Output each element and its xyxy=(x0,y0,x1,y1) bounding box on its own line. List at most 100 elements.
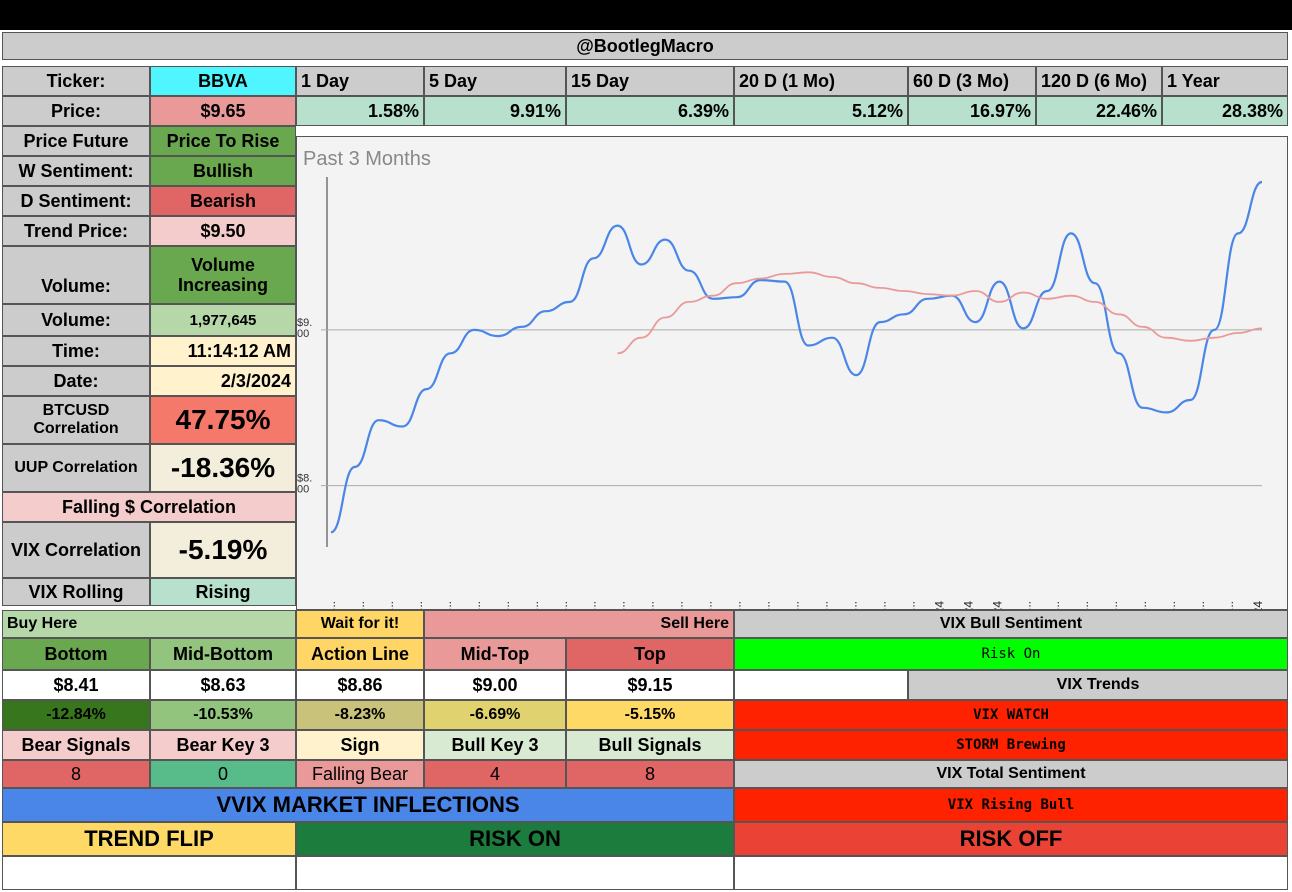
change-1d: 1.58% xyxy=(296,96,424,126)
bull-signals-label: Bull Signals xyxy=(566,730,734,760)
w-sentiment-value: Bullish xyxy=(150,156,296,186)
level-bottom-price: $8.41 xyxy=(2,670,150,700)
level-mid-bottom-price: $8.63 xyxy=(150,670,296,700)
chart-y-tick-label: $9. 00 xyxy=(297,317,312,340)
chart-x-tick-label: 11/10/... xyxy=(440,601,454,609)
level-bottom-label: Bottom xyxy=(2,638,150,670)
chart-x-tick-label: 11/14/... xyxy=(469,601,483,609)
sign-label: Sign xyxy=(296,730,424,760)
time-label: Time: xyxy=(2,336,150,366)
falling-dollar-correlation: Falling $ Correlation xyxy=(2,492,296,522)
bear-signals-label: Bear Signals xyxy=(2,730,150,760)
level-mid-bottom-pct: -10.53% xyxy=(150,700,296,730)
trend-flip-value[interactable] xyxy=(2,856,296,890)
bear-key3-value: 0 xyxy=(150,760,296,788)
risk-on-value[interactable] xyxy=(296,856,734,890)
chart-title: Past 3 Months xyxy=(303,148,431,170)
bull-key3-value: 4 xyxy=(424,760,566,788)
period-60d: 60 D (3 Mo) xyxy=(908,66,1036,96)
trend-price-value: $9.50 xyxy=(150,216,296,246)
chart-x-tick-label: 12/7/2... xyxy=(701,601,715,609)
period-20d: 20 D (1 Mo) xyxy=(734,66,908,96)
chart-series-price xyxy=(330,180,1263,534)
chart-x-tick-label: 12/13/... xyxy=(759,601,773,609)
risk-off-value[interactable] xyxy=(734,856,1288,890)
bull-signals-value: 8 xyxy=(566,760,734,788)
uup-correlation-value: -18.36% xyxy=(150,444,296,492)
chart-x-tick-label: 11/27/... xyxy=(585,601,599,609)
chart-x-tick-label: 1/19/2... xyxy=(1106,601,1120,609)
price-label: Price: xyxy=(2,96,150,126)
chart-x-tick-label: 12/5/2... xyxy=(672,601,686,609)
change-60d: 16.97% xyxy=(908,96,1036,126)
vix-correlation-value: -5.19% xyxy=(150,522,296,578)
chart-x-tick-label: 1/4/2024 xyxy=(961,601,975,609)
level-action-line-label: Action Line xyxy=(296,638,424,670)
vix-correlation-label: VIX Correlation xyxy=(2,522,150,578)
chart-x-tick-label: 2/2/2024 xyxy=(1251,601,1265,609)
chart-x-tick-label: 1/29/2... xyxy=(1193,601,1207,609)
risk-off-label: RISK OFF xyxy=(734,822,1288,856)
price-chart: Past 3 Months $9.00 $8.00 10/31/... 11/2/2..… xyxy=(296,136,1288,648)
bull-key3-label: Bull Key 3 xyxy=(424,730,566,760)
chart-x-tick-label: 11/22/... xyxy=(556,601,570,609)
period-5d: 5 Day xyxy=(424,66,566,96)
chart-x-tick-label: 1/8/2024 xyxy=(990,601,1004,609)
chart-x-tick-label: 11/2/2... xyxy=(353,601,367,609)
w-sentiment-label: W Sentiment: xyxy=(2,156,150,186)
trend-flip-label: TREND FLIP xyxy=(2,822,296,856)
chart-x-tick-label: 12/15/... xyxy=(788,601,802,609)
volume-status-value: Volume Increasing xyxy=(150,246,296,304)
d-sentiment-value: Bearish xyxy=(150,186,296,216)
change-20d: 5.12% xyxy=(734,96,908,126)
chart-x-tick-label: 12/11/... xyxy=(730,601,744,609)
risk-on-label: RISK ON xyxy=(296,822,734,856)
volume-value: 1,977,645 xyxy=(150,304,296,336)
period-1d: 1 Day xyxy=(296,66,424,96)
vix-rolling-label: VIX Rolling xyxy=(2,578,150,606)
wait-label: Wait for it! xyxy=(296,610,424,638)
level-top-label: Top xyxy=(566,638,734,670)
storm-brewing-status: STORM Brewing xyxy=(734,730,1288,760)
change-120d: 22.46% xyxy=(1036,96,1162,126)
chart-x-tick-label: 11/16/... xyxy=(498,601,512,609)
btc-correlation-label: BTCUSD Correlation xyxy=(2,396,150,444)
chart-x-tick-label: 1/23/2... xyxy=(1135,601,1149,609)
level-mid-top-pct: -6.69% xyxy=(424,700,566,730)
level-top-pct: -5.15% xyxy=(566,700,734,730)
chart-x-tick-label: 1/2/2024 xyxy=(932,601,946,609)
vix-trends-label: VIX Trends xyxy=(908,670,1288,700)
vix-bull-sentiment-label: VIX Bull Sentiment xyxy=(734,610,1288,638)
vix-trends-blank xyxy=(734,670,908,700)
bear-signals-value: 8 xyxy=(2,760,150,788)
spreadsheet-sheet: @BootlegMacro Ticker: BBVA 1 Day 5 Day 1… xyxy=(0,30,1292,892)
uup-correlation-label: UUP Correlation xyxy=(2,444,150,492)
period-1y: 1 Year xyxy=(1162,66,1288,96)
level-action-line-pct: -8.23% xyxy=(296,700,424,730)
level-bottom-pct: -12.84% xyxy=(2,700,150,730)
chart-x-tick-label: 11/8/2... xyxy=(411,601,425,609)
sell-here-label: Sell Here xyxy=(424,610,734,638)
d-sentiment-label: D Sentiment: xyxy=(2,186,150,216)
volume-status-label: Volume: xyxy=(2,246,150,304)
period-15d: 15 Day xyxy=(566,66,734,96)
level-top-price: $9.15 xyxy=(566,670,734,700)
level-mid-top-price: $9.00 xyxy=(424,670,566,700)
date-value: 2/3/2024 xyxy=(150,366,296,396)
chart-y-tick-label: $8. 00 xyxy=(297,473,312,496)
chart-x-tick-label: 12/28/... xyxy=(903,601,917,609)
chart-x-tick-label: 12/19/... xyxy=(817,601,831,609)
chart-x-tick-label: 1/10/2... xyxy=(1019,601,1033,609)
level-action-line-price: $8.86 xyxy=(296,670,424,700)
chart-x-tick-label: 1/25/2... xyxy=(1164,601,1178,609)
chart-x-tick-label: 12/26/... xyxy=(874,601,888,609)
chart-x-tick-label: 12/1/2... xyxy=(643,601,657,609)
ticker-value[interactable]: BBVA xyxy=(150,66,296,96)
vix-risk-on-status: Risk On xyxy=(734,638,1288,670)
chart-x-tick-label: 11/29/... xyxy=(614,601,628,609)
vix-total-sentiment-label: VIX Total Sentiment xyxy=(734,760,1288,788)
chart-x-tick-label: 11/6/2... xyxy=(382,601,396,609)
price-future-value: Price To Rise xyxy=(150,126,296,156)
chart-x-tick-label: 12/21/... xyxy=(845,601,859,609)
vix-watch-status: VIX WATCH xyxy=(734,700,1288,730)
